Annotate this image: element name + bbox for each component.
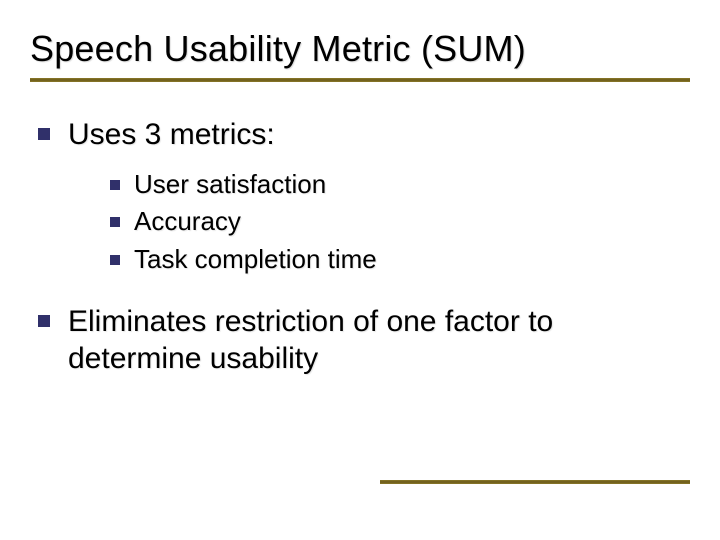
- bullet-item: Uses 3 metrics:: [38, 116, 690, 154]
- slide-title: Speech Usability Metric (SUM): [30, 28, 690, 70]
- sub-bullet-text: User satisfaction: [134, 168, 326, 202]
- sub-bullet-text: Accuracy: [134, 205, 241, 239]
- sub-bullet-item: User satisfaction: [110, 168, 690, 202]
- square-bullet-icon: [38, 128, 50, 140]
- square-bullet-icon: [110, 180, 120, 190]
- slide-content: Uses 3 metrics: User satisfaction Accura…: [30, 116, 690, 378]
- title-underline: [30, 78, 690, 82]
- sub-bullet-item: Task completion time: [110, 243, 690, 277]
- bullet-text: Eliminates restriction of one factor to …: [68, 303, 690, 378]
- square-bullet-icon: [110, 217, 120, 227]
- bullet-text: Uses 3 metrics:: [68, 116, 275, 154]
- square-bullet-icon: [38, 315, 50, 327]
- slide-container: Speech Usability Metric (SUM) Uses 3 met…: [0, 0, 720, 540]
- bullet-item: Eliminates restriction of one factor to …: [38, 303, 690, 378]
- footer-accent-line: [380, 480, 690, 484]
- sub-bullet-item: Accuracy: [110, 205, 690, 239]
- square-bullet-icon: [110, 255, 120, 265]
- sub-bullet-list: User satisfaction Accuracy Task completi…: [38, 168, 690, 277]
- sub-bullet-text: Task completion time: [134, 243, 377, 277]
